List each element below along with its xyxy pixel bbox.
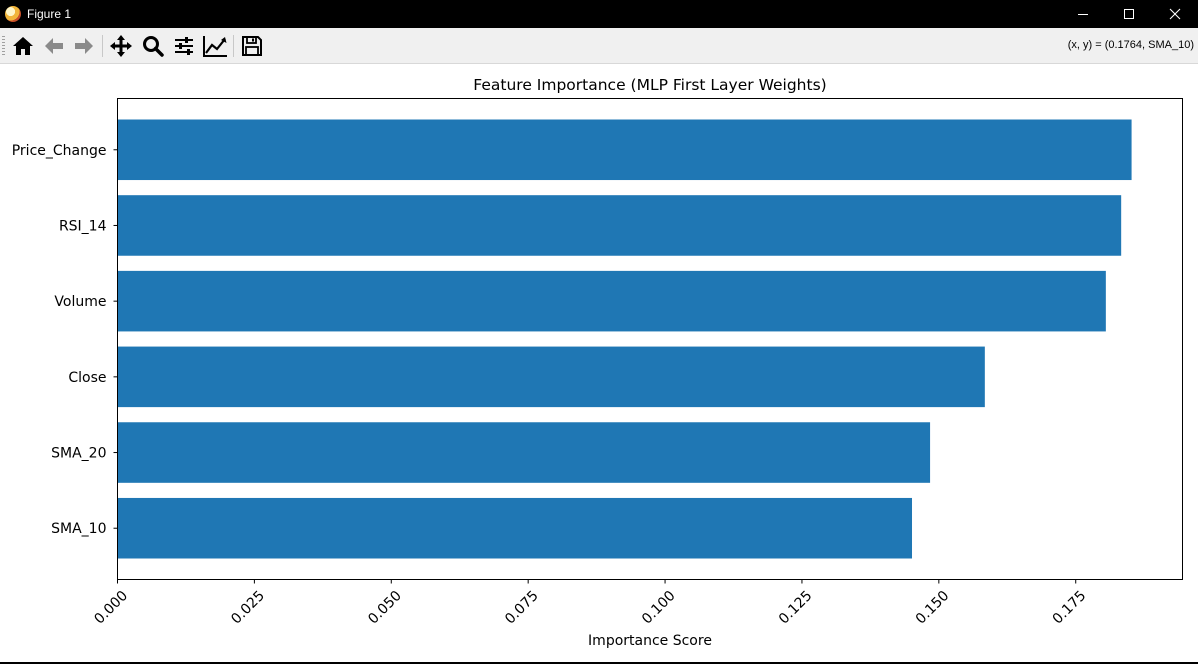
x-axis-ticks: 0.000 0.025 0.050 0.075 0.100 0.125 0.150 0.175 bbox=[91, 579, 1090, 628]
x-tick-label: 0.000 bbox=[91, 588, 131, 628]
back-button[interactable] bbox=[40, 32, 68, 60]
edit-axes-button[interactable] bbox=[201, 32, 229, 60]
x-tick-label: 0.050 bbox=[365, 588, 405, 628]
zoom-button[interactable] bbox=[139, 32, 167, 60]
bar-rsi-14 bbox=[117, 195, 1122, 256]
save-floppy-icon bbox=[242, 36, 262, 56]
figure-canvas[interactable]: Feature Importance (MLP First Layer Weig… bbox=[0, 64, 1198, 662]
minimize-icon bbox=[1078, 14, 1088, 15]
y-tick-label: Price_Change bbox=[12, 143, 107, 159]
window-title: Figure 1 bbox=[27, 7, 72, 21]
forward-button[interactable] bbox=[70, 32, 98, 60]
toolbar-separator bbox=[102, 35, 103, 57]
bar-price-change bbox=[117, 119, 1132, 181]
y-tick-label: SMA_10 bbox=[51, 521, 106, 537]
y-axis-ticks: Price_Change RSI_14 Volume Close SMA_20 SMA_1… bbox=[12, 143, 118, 537]
y-tick-label: Volume bbox=[54, 294, 106, 310]
zoom-magnifier-icon bbox=[143, 36, 164, 57]
save-button[interactable] bbox=[238, 32, 266, 60]
chart-title: Feature Importance (MLP First Layer Weig… bbox=[473, 76, 826, 94]
home-button[interactable] bbox=[9, 32, 37, 60]
close-icon bbox=[1169, 8, 1181, 20]
forward-arrow-icon bbox=[75, 38, 93, 54]
close-button[interactable] bbox=[1152, 0, 1198, 28]
maximize-button[interactable] bbox=[1106, 0, 1152, 28]
y-tick-label: RSI_14 bbox=[59, 218, 107, 234]
x-tick-label: 0.175 bbox=[1050, 588, 1090, 628]
matplotlib-logo-icon bbox=[5, 6, 21, 22]
edit-axes-line-icon bbox=[203, 36, 227, 57]
navigation-toolbar: (x, y) = (0.1764, SMA_10) bbox=[0, 28, 1198, 64]
bar-sma-10 bbox=[117, 497, 913, 559]
x-axis-label: Importance Score bbox=[588, 633, 712, 649]
bar-sma-20 bbox=[117, 422, 931, 483]
back-arrow-icon bbox=[45, 38, 63, 54]
y-tick-label: Close bbox=[68, 370, 106, 386]
pan-move-icon bbox=[110, 35, 132, 57]
x-tick-label: 0.125 bbox=[776, 588, 816, 628]
toolbar-separator bbox=[233, 35, 234, 57]
x-tick-label: 0.100 bbox=[639, 588, 679, 628]
bar-close bbox=[117, 346, 985, 408]
window-titlebar: Figure 1 bbox=[0, 0, 1198, 28]
axes-frame bbox=[117, 98, 1183, 580]
minimize-button[interactable] bbox=[1060, 0, 1106, 28]
x-tick-label: 0.150 bbox=[913, 588, 953, 628]
maximize-icon bbox=[1124, 9, 1134, 19]
window-bottom-border bbox=[0, 662, 1198, 664]
subplots-sliders-icon bbox=[175, 37, 193, 55]
home-icon bbox=[13, 37, 33, 55]
configure-subplots-button[interactable] bbox=[170, 32, 198, 60]
toolbar-grip[interactable] bbox=[2, 36, 5, 56]
x-tick-label: 0.075 bbox=[502, 588, 542, 628]
cursor-coordinates: (x, y) = (0.1764, SMA_10) bbox=[1067, 39, 1194, 51]
pan-button[interactable] bbox=[107, 32, 135, 60]
bar-volume bbox=[117, 270, 1106, 332]
y-tick-label: SMA_20 bbox=[51, 446, 106, 462]
bars-group bbox=[117, 119, 1132, 559]
x-tick-label: 0.025 bbox=[228, 588, 268, 628]
